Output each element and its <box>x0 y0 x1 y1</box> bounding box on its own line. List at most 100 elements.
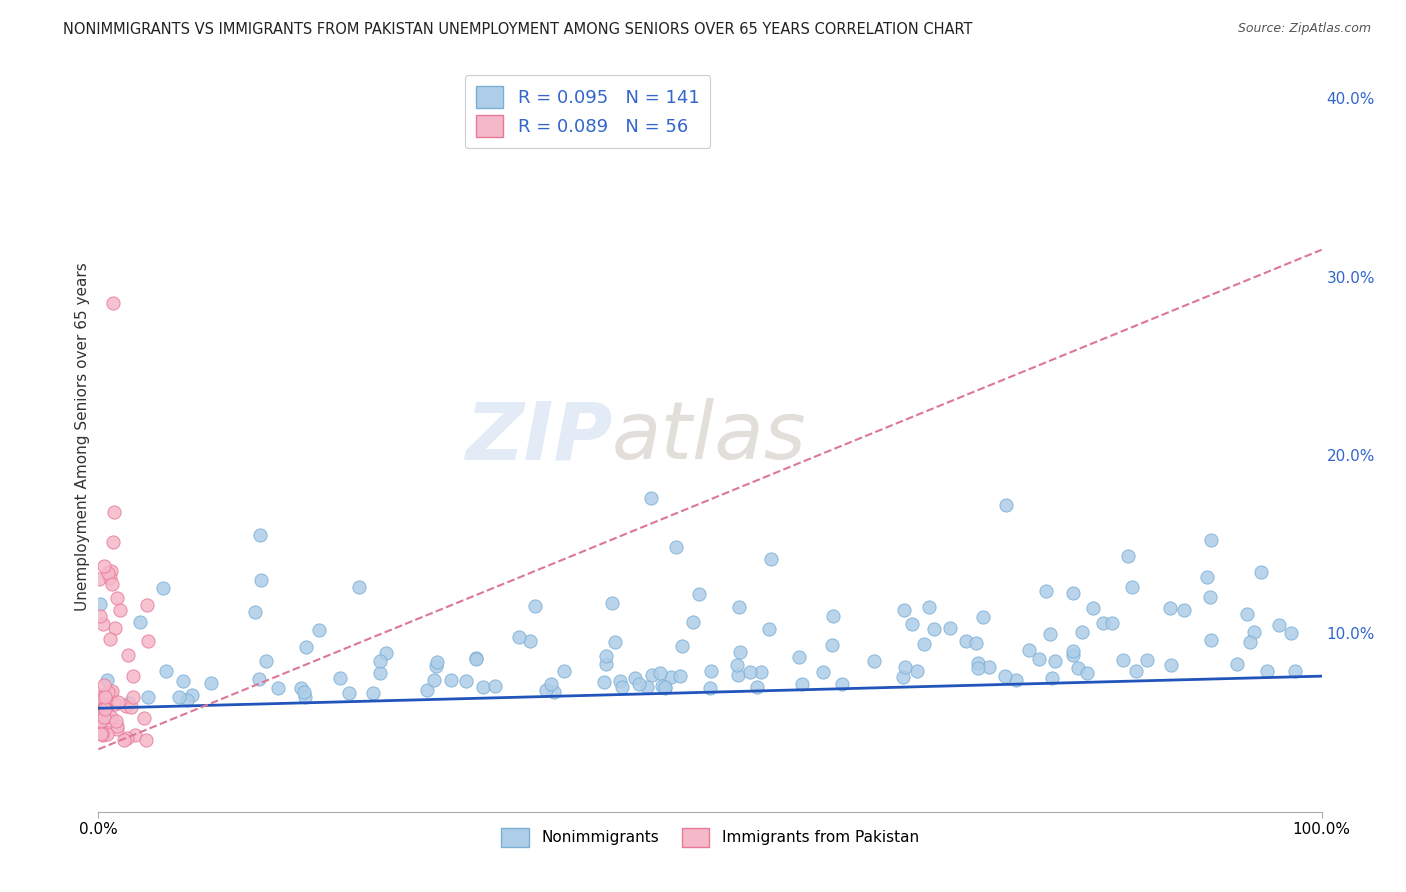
Point <box>725 657 748 672</box>
Point <box>416 682 439 697</box>
Point <box>1035 584 1057 599</box>
Point <box>121 690 143 704</box>
Point <box>101 296 124 310</box>
Point <box>294 690 316 704</box>
Point <box>648 665 671 680</box>
Point <box>1091 616 1114 631</box>
Point <box>524 599 547 613</box>
Point <box>93 687 115 701</box>
Point <box>1028 652 1050 666</box>
Point <box>121 669 143 683</box>
Point <box>103 535 125 549</box>
Point <box>728 645 751 659</box>
Point <box>1279 625 1302 640</box>
Point <box>1284 665 1306 679</box>
Point <box>790 677 813 691</box>
Point <box>918 599 941 614</box>
Point <box>1199 633 1222 648</box>
Point <box>292 685 315 699</box>
Point <box>101 683 124 698</box>
Point <box>93 678 115 692</box>
Point <box>519 634 541 648</box>
Text: atlas: atlas <box>612 398 807 476</box>
Point <box>337 686 360 700</box>
Point <box>180 688 202 702</box>
Text: NONIMMIGRANTS VS IMMIGRANTS FROM PAKISTAN UNEMPLOYMENT AMONG SENIORS OVER 65 YEA: NONIMMIGRANTS VS IMMIGRANTS FROM PAKISTA… <box>63 22 973 37</box>
Point <box>1159 600 1181 615</box>
Point <box>1062 586 1084 600</box>
Point <box>136 633 159 648</box>
Point <box>965 636 987 650</box>
Point <box>595 648 617 663</box>
Point <box>93 559 115 574</box>
Point <box>96 673 118 688</box>
Point <box>1243 625 1265 640</box>
Point <box>1239 635 1261 649</box>
Point <box>727 668 749 682</box>
Point <box>727 599 749 614</box>
Point <box>955 633 977 648</box>
Point <box>1136 652 1159 666</box>
Point <box>136 598 159 612</box>
Point <box>749 665 772 679</box>
Point <box>440 673 463 687</box>
Point <box>893 603 915 617</box>
Point <box>247 672 270 686</box>
Point <box>595 657 617 671</box>
Point <box>176 693 198 707</box>
Point <box>93 691 115 706</box>
Point <box>465 651 488 665</box>
Point <box>243 606 266 620</box>
Point <box>1121 580 1143 594</box>
Point <box>484 679 506 693</box>
Point <box>361 686 384 700</box>
Point <box>89 690 111 704</box>
Point <box>124 728 146 742</box>
Point <box>294 640 316 655</box>
Point <box>93 690 115 704</box>
Point <box>90 714 112 729</box>
Point <box>93 701 115 715</box>
Point <box>426 655 449 669</box>
Point <box>100 687 122 701</box>
Text: Source: ZipAtlas.com: Source: ZipAtlas.com <box>1237 22 1371 36</box>
Point <box>108 603 131 617</box>
Point <box>1256 665 1278 679</box>
Point <box>107 695 129 709</box>
Point <box>1070 625 1092 640</box>
Point <box>738 665 761 679</box>
Point <box>540 677 562 691</box>
Point <box>627 676 650 690</box>
Point <box>1039 627 1062 641</box>
Point <box>101 577 124 591</box>
Point <box>91 728 114 742</box>
Point <box>90 710 112 724</box>
Point <box>1250 565 1272 579</box>
Point <box>592 675 614 690</box>
Point <box>135 732 157 747</box>
Point <box>90 725 112 739</box>
Point <box>87 717 110 731</box>
Point <box>602 596 624 610</box>
Point <box>155 664 177 678</box>
Point <box>994 498 1017 512</box>
Point <box>200 675 222 690</box>
Point <box>831 677 853 691</box>
Point <box>375 646 398 660</box>
Point <box>623 671 645 685</box>
Point <box>105 591 128 605</box>
Point <box>610 680 633 694</box>
Point <box>813 665 835 680</box>
Point <box>967 656 990 670</box>
Point <box>1226 657 1249 671</box>
Point <box>1062 648 1084 662</box>
Point <box>939 621 962 635</box>
Point <box>821 638 844 652</box>
Point <box>640 491 662 505</box>
Point <box>250 573 273 587</box>
Point <box>912 637 935 651</box>
Point <box>425 658 447 673</box>
Point <box>699 681 721 695</box>
Point <box>893 660 915 674</box>
Point <box>117 731 139 746</box>
